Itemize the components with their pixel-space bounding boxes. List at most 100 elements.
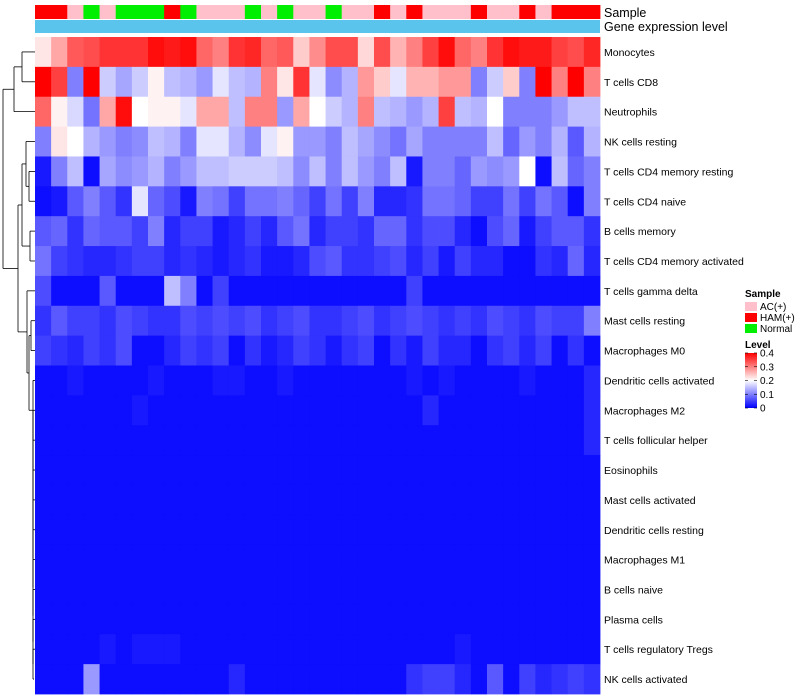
heatmap-cell	[422, 634, 439, 665]
heatmap-cell	[196, 484, 213, 516]
heatmap-cell	[131, 37, 149, 68]
heatmap-cell	[503, 455, 520, 486]
heatmap-cell	[99, 126, 117, 157]
heatmap-cell	[277, 305, 294, 337]
heatmap-cell	[164, 395, 181, 426]
heatmap-cell	[535, 275, 552, 307]
heatmap-cell	[325, 395, 343, 426]
heatmap-cell	[35, 305, 52, 337]
heatmap-cell	[35, 664, 52, 695]
heatmap-cell	[115, 574, 133, 605]
heatmap-cell	[325, 335, 343, 366]
heatmap-cell	[67, 96, 84, 127]
heatmap-cell	[309, 305, 326, 337]
heatmap-cell	[487, 275, 504, 307]
heatmap-cell	[277, 186, 294, 217]
heatmap-cell	[261, 634, 278, 665]
heatmap-cell	[212, 544, 230, 575]
heatmap-cell	[341, 664, 359, 695]
heatmap-cell	[422, 96, 439, 127]
heatmap-cell	[406, 574, 423, 605]
heatmap-cell	[131, 544, 149, 575]
heatmap-cell	[148, 544, 165, 575]
heatmap-cell	[341, 484, 359, 516]
heatmap-cell	[422, 275, 439, 307]
heatmap-cell	[487, 544, 504, 575]
heatmap-cell	[83, 514, 100, 546]
heatmap-cell	[374, 604, 391, 635]
legend-level-tick-label: 0.2	[760, 376, 774, 387]
heatmap-cell	[454, 634, 472, 665]
heatmap-cell	[470, 216, 488, 247]
heatmap-cell	[67, 156, 84, 187]
row-label: Monocytes	[604, 47, 655, 59]
heatmap-cell	[535, 574, 552, 605]
sample-annotation-cell	[35, 5, 52, 19]
heatmap-cell	[131, 246, 149, 277]
heatmap-cell	[244, 484, 262, 516]
heatmap-cell	[325, 66, 343, 98]
heatmap-cell	[244, 335, 262, 366]
heatmap-cell	[83, 37, 100, 68]
heatmap-cell	[583, 574, 601, 605]
heatmap-cell	[390, 216, 407, 247]
heatmap-cell	[470, 395, 488, 426]
heatmap-cell	[503, 156, 520, 187]
heatmap-cell	[551, 66, 569, 98]
heatmap-cell	[99, 425, 117, 456]
heatmap-cell	[454, 126, 472, 157]
heatmap-cell	[309, 126, 326, 157]
heatmap-cell	[487, 66, 504, 98]
sample-annotation-cell	[535, 5, 552, 19]
heatmap-cell	[309, 395, 326, 426]
heatmap-cell	[357, 126, 375, 157]
heatmap-cell	[67, 305, 84, 337]
heatmap-cell	[374, 574, 391, 605]
heatmap-cell	[519, 425, 536, 456]
legend-level-tick-label: 0.3	[760, 362, 774, 373]
heatmap-cell	[244, 365, 262, 396]
heatmap-cell	[228, 305, 246, 337]
expression-annotation-label: Gene expression level	[604, 20, 728, 34]
heatmap-cell	[164, 544, 181, 575]
heatmap-cell	[454, 365, 472, 396]
heatmap-cell	[180, 395, 197, 426]
heatmap-cell	[228, 484, 246, 516]
legend-sample-label: Normal	[760, 324, 792, 335]
heatmap-cell	[406, 305, 423, 337]
heatmap-cell	[341, 604, 359, 635]
heatmap-cell	[115, 126, 133, 157]
heatmap-cell	[228, 216, 246, 247]
heatmap-cell	[470, 425, 488, 456]
heatmap-cell	[164, 37, 181, 68]
heatmap-cell	[164, 275, 181, 307]
heatmap-cell	[180, 365, 197, 396]
row-label: Mast cells activated	[604, 495, 696, 507]
legend-sample-swatch	[745, 324, 757, 333]
heatmap-cell	[35, 246, 52, 277]
heatmap-cell	[99, 275, 117, 307]
heatmap-cell	[196, 634, 213, 665]
heatmap-cell	[583, 96, 601, 127]
heatmap-cell	[148, 634, 165, 665]
heatmap-cell	[519, 634, 536, 665]
heatmap-cell	[535, 544, 552, 575]
heatmap-cell	[390, 634, 407, 665]
heatmap-cell	[83, 395, 100, 426]
heatmap-cell	[438, 604, 456, 635]
heatmap-cell	[438, 246, 456, 277]
heatmap-cell	[535, 484, 552, 516]
heatmap-cell	[180, 484, 197, 516]
heatmap-cell	[277, 604, 294, 635]
heatmap-cell	[487, 156, 504, 187]
heatmap-cell	[196, 604, 213, 635]
heatmap-cell	[503, 37, 520, 68]
heatmap-cell	[567, 126, 585, 157]
heatmap-cell	[551, 365, 569, 396]
sample-annotation-cell	[487, 5, 504, 19]
heatmap-cell	[341, 634, 359, 665]
heatmap-cell	[148, 604, 165, 635]
heatmap-cell	[551, 604, 569, 635]
heatmap-cell	[83, 275, 100, 307]
heatmap-cell	[374, 425, 391, 456]
